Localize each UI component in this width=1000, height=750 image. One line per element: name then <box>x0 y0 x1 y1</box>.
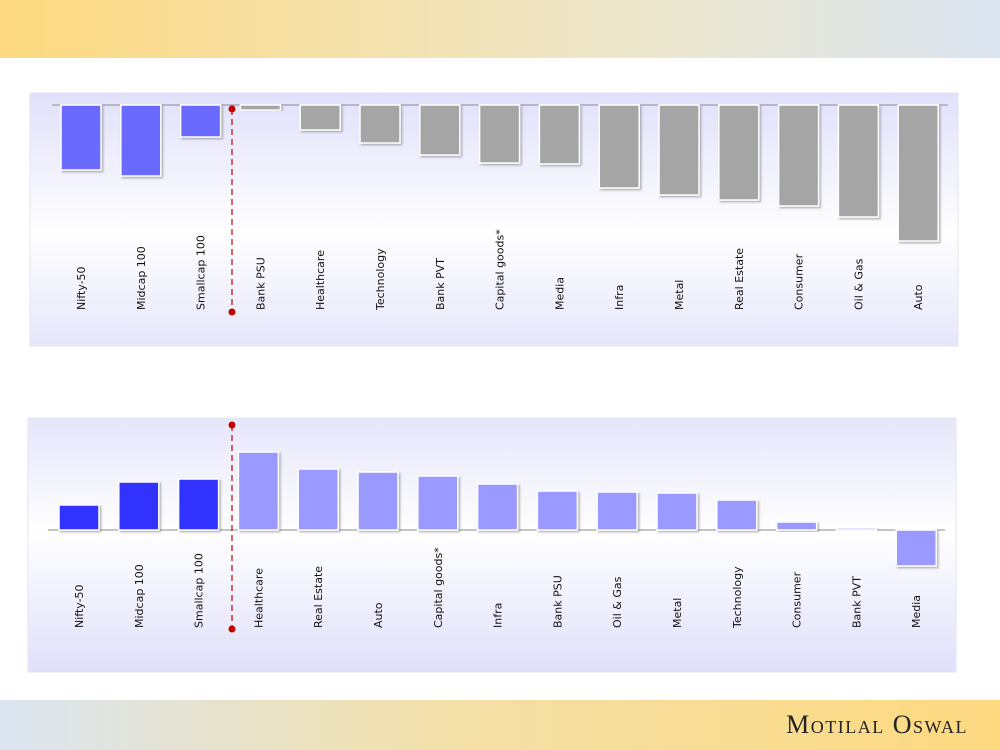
bottom-tick-label: Media <box>910 595 923 628</box>
top-tick-label: Media <box>553 277 566 310</box>
top-bar-6 <box>419 104 461 156</box>
bottom-tick-label: Capital goods* <box>432 547 445 628</box>
top-bar-3 <box>239 104 282 111</box>
top-chart: Nifty-50 Midcap 100 Smallcap 100 Bank PSU He… <box>52 104 948 316</box>
bottom-bar-8 <box>536 490 579 531</box>
top-divider-dot <box>228 105 236 113</box>
top-tick-label: Healthcare <box>314 250 327 310</box>
top-tick-label: Capital goods* <box>494 229 507 310</box>
top-tick-label: Metal <box>673 280 686 310</box>
bottom-bar-9 <box>596 491 638 531</box>
bottom-bar-1 <box>118 481 160 531</box>
top-tick-label: Smallcap 100 <box>195 235 208 310</box>
top-bar-0 <box>60 104 102 171</box>
top-tick-label: Bank PSU <box>254 257 267 310</box>
bottom-bar-2 <box>177 478 220 531</box>
bottom-bar-11 <box>716 499 758 531</box>
top-bar-1 <box>120 104 162 177</box>
bottom-tick-label: Healthcare <box>252 568 265 628</box>
bottom-bar-4 <box>297 468 339 531</box>
bottom-tick-label: Midcap 100 <box>133 564 146 628</box>
top-bar-9 <box>598 104 640 189</box>
bottom-bar-5 <box>357 471 399 531</box>
top-bar-4 <box>299 104 341 131</box>
bottom-tick-label: Auto <box>372 602 385 628</box>
bottom-bar-12 <box>775 521 818 531</box>
bottom-tick-label: Consumer <box>791 571 804 628</box>
top-tick-label: Consumer <box>793 253 806 310</box>
bottom-divider-dot <box>228 625 236 633</box>
bottom-tick-label: Metal <box>671 598 684 628</box>
top-bar-2 <box>179 104 222 138</box>
top-bar-12 <box>777 104 820 207</box>
bottom-tick-label: Real Estate <box>312 566 325 628</box>
top-tick-label: Oil & Gas <box>852 258 865 310</box>
bottom-chart-panel <box>27 417 957 673</box>
bottom-bar-10 <box>656 492 698 531</box>
top-bar-13 <box>837 104 880 218</box>
top-tick-label: Technology <box>374 248 387 311</box>
bottom-tick-label: Infra <box>492 603 505 628</box>
brand-logo: Motilal Oswal <box>786 710 968 739</box>
top-tick-label: Nifty-50 <box>75 266 88 310</box>
top-bar-5 <box>359 104 401 144</box>
top-tick-label: Midcap 100 <box>135 246 148 310</box>
top-tick-label: Auto <box>912 284 925 310</box>
footer-banner: Motilal Oswal <box>0 700 1000 750</box>
bottom-bar-7 <box>476 483 519 531</box>
top-tick-label: Infra <box>613 285 626 310</box>
top-bar-7 <box>478 104 521 164</box>
bottom-tick-label: Bank PVT <box>850 576 863 628</box>
bottom-tick-label: Smallcap 100 <box>193 553 206 628</box>
top-tick-label: Real Estate <box>733 248 746 310</box>
bottom-divider-dot <box>228 421 236 429</box>
header-banner <box>0 0 1000 58</box>
bottom-tick-label: Oil & Gas <box>611 576 624 628</box>
bottom-chart: Nifty-50 Midcap 100 Smallcap 100 Healthcare… <box>48 421 945 633</box>
bottom-bar-13 <box>835 527 878 531</box>
bottom-tick-label: Nifty-50 <box>73 584 86 628</box>
bottom-tick-label: Technology <box>731 566 744 629</box>
top-bar-10 <box>658 104 700 196</box>
bottom-bar-14 <box>895 529 937 567</box>
bottom-tick-label: Bank PSU <box>551 575 564 628</box>
bottom-bar-0 <box>58 504 100 531</box>
top-tick-label: Bank PVT <box>434 258 447 310</box>
top-bar-14 <box>897 104 939 242</box>
top-bar-8 <box>538 104 581 165</box>
top-divider-dot <box>228 308 236 316</box>
bottom-bar-6 <box>417 475 459 531</box>
top-bar-11 <box>718 104 760 201</box>
bottom-bar-3 <box>237 451 280 531</box>
